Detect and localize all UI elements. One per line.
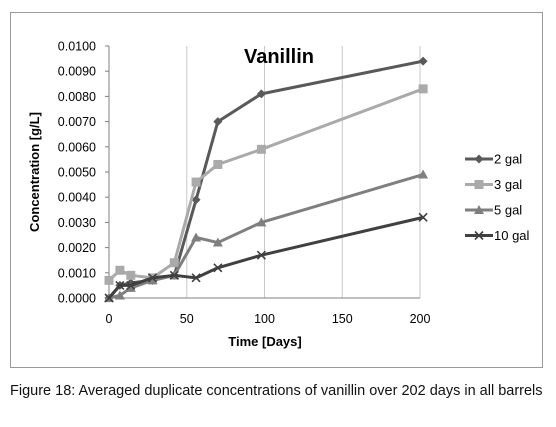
x-tick-label: 50 <box>180 312 194 326</box>
data-point-5-gal <box>212 237 223 247</box>
series-line-10-gal <box>107 215 424 299</box>
data-point-10-gal-stroke <box>169 270 179 280</box>
data-point-2-gal <box>256 89 266 99</box>
data-point-5-gal <box>418 169 429 179</box>
data-point-3-gal <box>104 275 114 285</box>
data-point-3-gal <box>126 270 136 280</box>
chart-title: Vanillin <box>244 46 314 68</box>
y-tick-label: 0.0090 <box>58 65 96 79</box>
series-line-3-gal <box>107 87 424 282</box>
data-point-5-gal <box>125 282 136 292</box>
data-point-10-gal <box>191 273 201 283</box>
data-point-5-gal <box>256 217 267 227</box>
data-point-10-gal-stroke <box>213 263 223 273</box>
y-tick-label: 0.0020 <box>58 241 96 255</box>
x-tick-label: 0 <box>106 312 113 326</box>
data-point-2-gal <box>418 56 428 66</box>
data-point-3-gal <box>418 84 428 94</box>
legend-marker-10-gal-stroke <box>474 230 484 241</box>
x-tick-label: 200 <box>410 312 431 326</box>
data-point-5-gal <box>114 290 125 300</box>
figure-caption: Figure 18: Averaged duplicate concentrat… <box>10 383 543 399</box>
y-tick-label: 0.0060 <box>58 140 96 154</box>
data-point-10-gal <box>115 280 125 290</box>
data-point-10-gal-stroke <box>126 280 136 290</box>
data-point-10-gal-stroke <box>191 273 201 283</box>
data-point-10-gal-stroke <box>147 273 158 283</box>
series-2-gal <box>104 56 428 303</box>
legend-item-10-gal: 10 gal <box>465 228 530 243</box>
y-tick-label: 0.0010 <box>58 266 96 280</box>
y-tick-label: 0.0070 <box>58 115 96 129</box>
y-tick-label: 0.0030 <box>58 216 96 230</box>
data-point-3-gal <box>213 159 223 169</box>
axes: 0 50 100 150 200 0.0000 0.0010 0.0020 0.0030 0.00… <box>58 40 431 327</box>
y-tick-label: 0.0040 <box>58 191 96 205</box>
legend-label-3-gal: 3 gal <box>494 177 522 192</box>
legend-label-10-gal: 10 gal <box>494 228 530 243</box>
y-tick-label: 0.0080 <box>58 90 96 104</box>
legend-item-5-gal: 5 gal <box>465 203 522 218</box>
legend: 2 gal 3 gal 5 gal 10 gal <box>465 152 530 243</box>
data-point-2-gal <box>191 195 201 205</box>
x-tick-label: 100 <box>254 312 275 326</box>
data-point-3-gal <box>191 177 201 187</box>
legend-item-3-gal: 3 gal <box>465 177 522 192</box>
legend-marker-5-gal <box>474 205 484 214</box>
series-line-5-gal <box>108 173 424 300</box>
data-point-2-gal <box>213 117 223 127</box>
data-point-3-gal <box>256 144 266 154</box>
data-point-5-gal <box>191 232 202 242</box>
data-point-5-gal <box>147 275 158 285</box>
data-point-10-gal <box>126 280 136 290</box>
data-point-10-gal-stroke <box>418 212 428 222</box>
data-point-10-gal <box>418 212 428 222</box>
data-point-10-gal <box>104 293 114 303</box>
data-point-10-gal-stroke <box>115 280 125 290</box>
data-point-10-gal-stroke <box>256 250 266 260</box>
data-point-3-gal <box>169 258 179 268</box>
series-10-gal <box>104 212 428 303</box>
series-line-2-gal <box>107 59 424 299</box>
chart-frame <box>10 12 543 368</box>
data-point-10-gal <box>213 263 223 273</box>
data-point-10-gal <box>256 250 266 260</box>
data-point-10-gal-stroke <box>104 293 114 303</box>
data-point-3-gal <box>115 265 125 275</box>
legend-marker-3-gal <box>474 180 484 189</box>
legend-item-2-gal: 2 gal <box>465 152 522 167</box>
legend-label-5-gal: 5 gal <box>494 203 522 218</box>
vanillin-chart: 0 50 100 150 200 0.0000 0.0010 0.0020 0.0030 0.00… <box>27 40 530 350</box>
y-tick-label: 0.0000 <box>58 292 96 306</box>
legend-marker-2-gal <box>474 154 484 164</box>
y-axis-title: Concentration [g/L] <box>27 112 42 232</box>
gridlines <box>186 46 421 298</box>
y-tick-label: 0.0050 <box>58 166 96 180</box>
data-point-10-gal <box>147 273 158 283</box>
x-axis-title: Time [Days] <box>228 334 301 349</box>
series-group <box>104 56 429 303</box>
legend-marker-10-gal <box>474 230 484 241</box>
y-tick-label: 0.0100 <box>58 40 96 54</box>
series-5-gal <box>104 169 429 302</box>
legend-label-2-gal: 2 gal <box>494 152 522 167</box>
data-point-10-gal <box>169 270 179 280</box>
x-tick-label: 150 <box>332 312 353 326</box>
